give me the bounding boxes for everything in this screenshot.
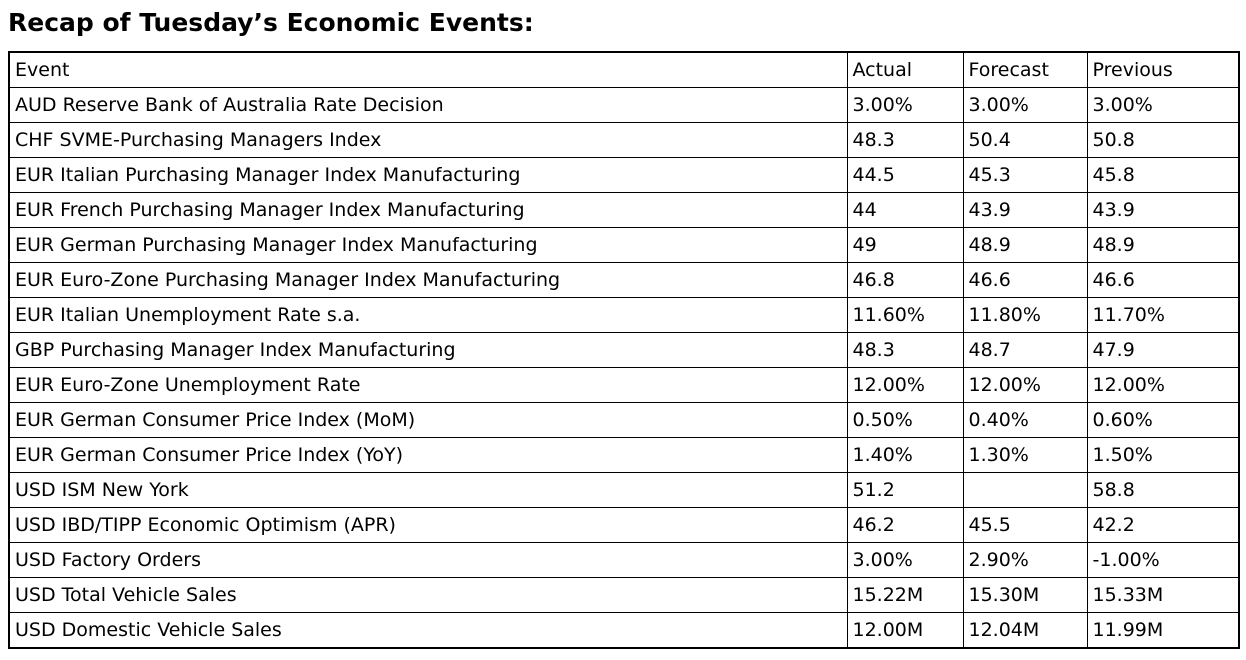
forecast-cell: 0.40%	[962, 402, 1088, 438]
event-cell: USD ISM New York	[8, 472, 848, 508]
actual-cell: 3.00%	[846, 542, 964, 578]
table-row: USD Domestic Vehicle Sales 12.00M 12.04M 11…	[8, 612, 1240, 649]
forecast-cell: 45.3	[962, 157, 1088, 193]
previous-cell: 11.70%	[1086, 297, 1240, 333]
forecast-cell: 45.5	[962, 507, 1088, 543]
table-body: AUD Reserve Bank of Australia Rate Decis…	[8, 87, 1240, 649]
table-row: USD ISM New York 51.2 58.8	[8, 472, 1240, 508]
header-event: Event	[8, 51, 848, 88]
page-title: Recap of Tuesday’s Economic Events:	[8, 8, 534, 37]
forecast-cell: 48.9	[962, 227, 1088, 263]
event-cell: AUD Reserve Bank of Australia Rate Decis…	[8, 87, 848, 123]
actual-cell: 48.3	[846, 122, 964, 158]
table-row: GBP Purchasing Manager Index Manufacturi…	[8, 332, 1240, 368]
previous-cell: 50.8	[1086, 122, 1240, 158]
table-row: USD IBD/TIPP Economic Optimism (APR) 46.2…	[8, 507, 1240, 543]
previous-cell: 46.6	[1086, 262, 1240, 298]
forecast-cell: 50.4	[962, 122, 1088, 158]
table-row: EUR French Purchasing Manager Index Manu…	[8, 192, 1240, 228]
forecast-cell: 43.9	[962, 192, 1088, 228]
actual-cell: 46.2	[846, 507, 964, 543]
previous-cell: 15.33M	[1086, 577, 1240, 613]
table-row: EUR German Consumer Price Index (YoY) 1.4…	[8, 437, 1240, 473]
table-row: EUR German Purchasing Manager Index Manu…	[8, 227, 1240, 263]
event-cell: EUR German Purchasing Manager Index Manu…	[8, 227, 848, 263]
table-row: USD Factory Orders 3.00% 2.90% -1.00%	[8, 542, 1240, 578]
table-row: EUR Italian Unemployment Rate s.a. 11.60%…	[8, 297, 1240, 333]
previous-cell: 0.60%	[1086, 402, 1240, 438]
event-cell: USD IBD/TIPP Economic Optimism (APR)	[8, 507, 848, 543]
header-forecast: Forecast	[962, 51, 1088, 88]
table-row: EUR Euro-Zone Unemployment Rate 12.00% 12.…	[8, 367, 1240, 403]
header-previous: Previous	[1086, 51, 1240, 88]
forecast-cell: 48.7	[962, 332, 1088, 368]
actual-cell: 48.3	[846, 332, 964, 368]
forecast-cell	[962, 472, 1088, 508]
previous-cell: 45.8	[1086, 157, 1240, 193]
actual-cell: 12.00%	[846, 367, 964, 403]
event-cell: GBP Purchasing Manager Index Manufacturi…	[8, 332, 848, 368]
forecast-cell: 3.00%	[962, 87, 1088, 123]
event-cell: EUR Euro-Zone Purchasing Manager Index M…	[8, 262, 848, 298]
forecast-cell: 12.04M	[962, 612, 1088, 649]
table-row: CHF SVME-Purchasing Managers Index 48.3 50…	[8, 122, 1240, 158]
actual-cell: 11.60%	[846, 297, 964, 333]
table-row: USD Total Vehicle Sales 15.22M 15.30M 15.33…	[8, 577, 1240, 613]
event-cell: EUR French Purchasing Manager Index Manu…	[8, 192, 848, 228]
previous-cell: 3.00%	[1086, 87, 1240, 123]
table-row: AUD Reserve Bank of Australia Rate Decis…	[8, 87, 1240, 123]
actual-cell: 0.50%	[846, 402, 964, 438]
forecast-cell: 12.00%	[962, 367, 1088, 403]
actual-cell: 15.22M	[846, 577, 964, 613]
previous-cell: 1.50%	[1086, 437, 1240, 473]
actual-cell: 44	[846, 192, 964, 228]
actual-cell: 49	[846, 227, 964, 263]
economic-events-table: Event Actual Forecast Previous AUD Reser…	[8, 51, 1240, 649]
event-cell: EUR German Consumer Price Index (MoM)	[8, 402, 848, 438]
event-cell: USD Domestic Vehicle Sales	[8, 612, 848, 649]
actual-cell: 51.2	[846, 472, 964, 508]
forecast-cell: 1.30%	[962, 437, 1088, 473]
event-cell: EUR Euro-Zone Unemployment Rate	[8, 367, 848, 403]
table-row: EUR Euro-Zone Purchasing Manager Index M…	[8, 262, 1240, 298]
event-cell: EUR Italian Unemployment Rate s.a.	[8, 297, 848, 333]
actual-cell: 44.5	[846, 157, 964, 193]
previous-cell: 12.00%	[1086, 367, 1240, 403]
forecast-cell: 46.6	[962, 262, 1088, 298]
forecast-cell: 2.90%	[962, 542, 1088, 578]
previous-cell: 11.99M	[1086, 612, 1240, 649]
table-header: Event Actual Forecast Previous	[8, 51, 1240, 88]
event-cell: CHF SVME-Purchasing Managers Index	[8, 122, 848, 158]
event-cell: EUR Italian Purchasing Manager Index Man…	[8, 157, 848, 193]
previous-cell: 42.2	[1086, 507, 1240, 543]
forecast-cell: 11.80%	[962, 297, 1088, 333]
previous-cell: 47.9	[1086, 332, 1240, 368]
event-cell: USD Factory Orders	[8, 542, 848, 578]
event-cell: EUR German Consumer Price Index (YoY)	[8, 437, 848, 473]
event-cell: USD Total Vehicle Sales	[8, 577, 848, 613]
previous-cell: 48.9	[1086, 227, 1240, 263]
table-row: EUR German Consumer Price Index (MoM) 0.5…	[8, 402, 1240, 438]
header-actual: Actual	[846, 51, 964, 88]
forecast-cell: 15.30M	[962, 577, 1088, 613]
header-row: Event Actual Forecast Previous	[8, 51, 1240, 88]
actual-cell: 3.00%	[846, 87, 964, 123]
table-row: EUR Italian Purchasing Manager Index Man…	[8, 157, 1240, 193]
actual-cell: 12.00M	[846, 612, 964, 649]
actual-cell: 1.40%	[846, 437, 964, 473]
previous-cell: -1.00%	[1086, 542, 1240, 578]
actual-cell: 46.8	[846, 262, 964, 298]
previous-cell: 58.8	[1086, 472, 1240, 508]
previous-cell: 43.9	[1086, 192, 1240, 228]
